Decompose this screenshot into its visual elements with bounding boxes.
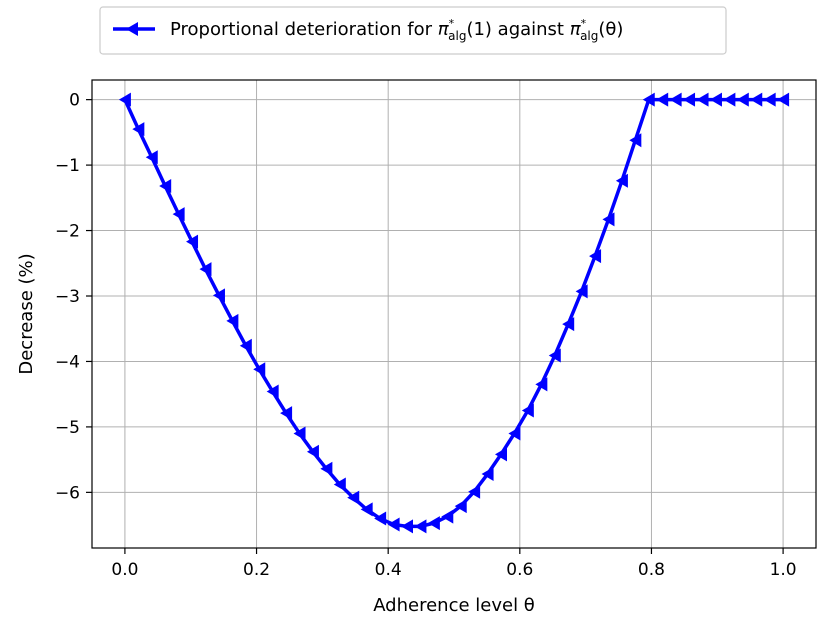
data-point-marker	[548, 348, 561, 363]
legend-box	[99, 6, 727, 55]
legend-star-1: *	[449, 17, 455, 30]
data-point-marker	[468, 484, 481, 499]
legend-pi-1: π	[438, 19, 450, 40]
data-point-marker	[535, 377, 548, 392]
data-point-marker	[696, 92, 709, 107]
data-point-marker	[656, 92, 669, 107]
data-point-marker	[709, 92, 722, 107]
y-axis-label: Decrease (%)	[16, 253, 37, 374]
grid	[92, 80, 816, 548]
y-tick-label: 0	[69, 91, 80, 111]
data-point-marker	[239, 338, 252, 353]
data-point-marker	[575, 284, 588, 299]
data-point-marker	[642, 92, 655, 107]
data-point-marker	[414, 519, 427, 534]
data-point-marker	[347, 490, 360, 505]
data-point-marker	[253, 362, 266, 377]
data-point-marker	[602, 212, 615, 227]
y-tick-label: −5	[55, 418, 80, 438]
data-point-marker	[266, 384, 279, 399]
data-point-marker	[159, 179, 172, 194]
data-point-marker	[508, 426, 521, 441]
legend-label: Proportional deterioration for π* alg(1) …	[170, 17, 623, 43]
legend: Proportional deterioration for π* alg(1) …	[99, 6, 727, 55]
y-tick-label: −3	[55, 287, 80, 307]
x-tick-label: 0.2	[243, 560, 270, 580]
legend-pi-2: π	[570, 19, 582, 40]
y-tick-label: −4	[55, 352, 80, 372]
y-axis: 0 −1 −2 −3 −4 −5 −6	[55, 91, 92, 503]
data-point-marker	[293, 426, 306, 441]
data-point-marker	[723, 92, 736, 107]
legend-label-prefix: Proportional deterioration for	[170, 19, 438, 40]
data-point-marker	[186, 234, 199, 249]
data-point-marker	[669, 92, 682, 107]
data-point-marker	[172, 207, 185, 222]
data-point-marker	[427, 516, 440, 531]
data-point-marker	[481, 467, 494, 482]
x-tick-label: 0.0	[111, 560, 138, 580]
y-tick-label: −2	[55, 222, 80, 242]
data-point-marker	[683, 92, 696, 107]
data-point-marker	[454, 499, 467, 514]
data-point-marker	[132, 122, 145, 137]
legend-marker-sample	[126, 22, 138, 36]
data-point-marker	[629, 133, 642, 148]
data-point-marker	[306, 444, 319, 459]
data-point-marker	[360, 502, 373, 517]
data-point-marker	[562, 317, 575, 332]
x-axis-label: Adherence level θ	[373, 595, 535, 616]
plot-frame	[91, 79, 817, 549]
legend-sub-2: alg	[580, 29, 598, 43]
data-point-marker	[387, 517, 400, 532]
data-point-marker	[777, 92, 790, 107]
data-point-marker	[280, 406, 293, 421]
data-point-marker	[118, 92, 131, 107]
data-point-marker	[226, 313, 239, 328]
data-point-marker	[199, 262, 212, 277]
data-point-marker	[494, 447, 507, 462]
x-tick-label: 0.6	[506, 560, 533, 580]
data-point-marker	[320, 461, 333, 476]
data-point-marker	[333, 477, 346, 492]
y-tick-label: −6	[55, 483, 80, 503]
legend-star-2: *	[581, 17, 587, 30]
data-point-marker	[589, 249, 602, 264]
data-point-marker	[521, 403, 534, 418]
x-tick-label: 0.4	[375, 560, 402, 580]
legend-middle: against	[492, 19, 570, 40]
legend-arg-1: (1)	[466, 19, 492, 40]
x-axis: 0.0 0.2 0.4 0.6 0.8 1.0	[111, 548, 797, 580]
data-point-marker	[763, 92, 776, 107]
data-point-marker	[441, 509, 454, 524]
legend-sub-1: alg	[448, 29, 466, 43]
x-tick-label: 1.0	[770, 560, 797, 580]
data-point-marker	[401, 519, 414, 534]
data-point-marker	[212, 288, 225, 303]
data-point-marker	[615, 173, 628, 188]
data-point-marker	[145, 150, 158, 165]
data-point-marker	[374, 511, 387, 526]
series-group	[118, 92, 790, 534]
x-tick-label: 0.8	[638, 560, 665, 580]
legend-arg-2: (θ)	[598, 19, 623, 40]
y-tick-label: −1	[55, 156, 80, 176]
data-point-marker	[750, 92, 763, 107]
data-point-marker	[736, 92, 749, 107]
